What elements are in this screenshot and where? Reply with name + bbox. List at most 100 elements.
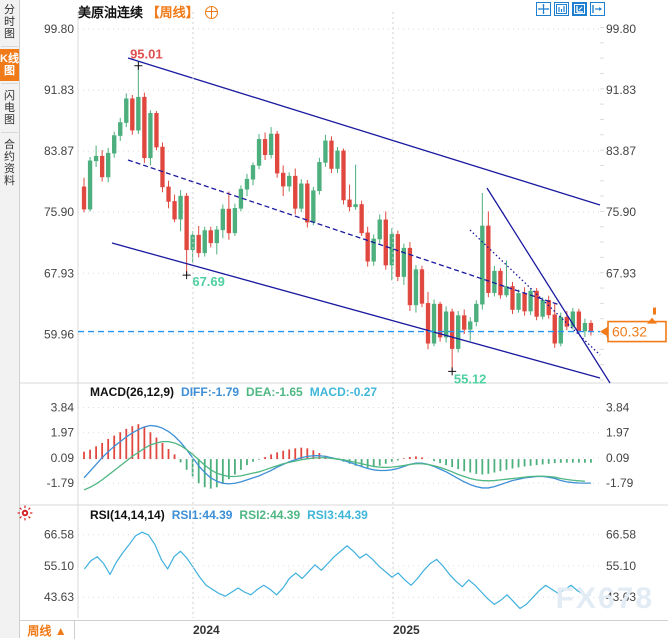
candle-body[interactable] (395, 234, 401, 277)
trendline-upper-channel-mid[interactable] (127, 159, 561, 306)
candle-body[interactable] (371, 238, 376, 262)
candle-body[interactable] (353, 204, 358, 208)
candle-body[interactable] (546, 300, 551, 316)
candle-body[interactable] (274, 133, 280, 174)
candle-body[interactable] (504, 286, 509, 296)
period-label: 【周线】 (146, 5, 199, 20)
candle-body[interactable] (293, 175, 298, 209)
sidebar-item-shandian[interactable]: 闪电图 (0, 86, 19, 130)
candle-body[interactable] (425, 303, 431, 344)
candle-body[interactable] (383, 219, 388, 266)
candle-body[interactable] (81, 186, 87, 210)
price-y-tick-left: 67.93 (44, 266, 74, 280)
candle-body[interactable] (443, 311, 449, 338)
last-price-box[interactable] (607, 320, 667, 343)
candle-body[interactable] (99, 155, 105, 178)
candle-body[interactable] (341, 150, 346, 201)
period-toggle[interactable]: 周线 ▲ (27, 624, 67, 638)
candle-body[interactable] (262, 139, 268, 156)
candle-body[interactable] (498, 270, 503, 296)
candle-body[interactable] (93, 155, 99, 162)
candle-body[interactable] (281, 172, 286, 187)
candle-body[interactable] (178, 195, 183, 220)
candle-body[interactable] (419, 269, 425, 304)
candle-body[interactable] (377, 219, 382, 240)
candle-body[interactable] (588, 322, 594, 332)
trendline-lower-channel[interactable] (111, 242, 601, 379)
candle-body[interactable] (154, 113, 159, 148)
settings-sun-icon[interactable] (16, 504, 34, 522)
candle-body[interactable] (540, 300, 545, 317)
candle-body[interactable] (534, 290, 539, 317)
candle-body[interactable] (576, 311, 582, 332)
sidebar-item-fenshi[interactable]: 分时图 (0, 0, 19, 44)
candle-body[interactable] (232, 208, 238, 234)
candle-body[interactable] (142, 96, 147, 159)
measure-icon[interactable] (554, 2, 569, 16)
candle-body[interactable] (323, 140, 328, 163)
candle-body[interactable] (305, 183, 310, 223)
candle-body[interactable] (570, 311, 576, 327)
candle-body[interactable] (136, 96, 141, 131)
candle-body[interactable] (359, 204, 364, 234)
move-cross-icon[interactable] (536, 2, 551, 16)
candle-body[interactable] (250, 165, 256, 180)
candle-body[interactable] (413, 269, 419, 306)
candle-body[interactable] (516, 293, 521, 310)
candle-body[interactable] (510, 286, 515, 310)
sidebar-item-heyue[interactable]: 合约资料 (0, 135, 19, 191)
candle-body[interactable] (112, 135, 117, 154)
candle-body[interactable] (256, 139, 262, 166)
candle-body[interactable] (449, 311, 455, 349)
candle-body[interactable] (172, 201, 177, 220)
candle-body[interactable] (287, 175, 292, 187)
candle-body[interactable] (437, 303, 443, 338)
chart-toolbar (536, 2, 605, 16)
candle-body[interactable] (311, 190, 316, 223)
candle-body[interactable] (528, 290, 533, 312)
trendline-upper-channel-top[interactable] (127, 57, 601, 206)
candle-body[interactable] (365, 232, 370, 262)
sidebar-item-kline[interactable]: K线图 (0, 49, 19, 81)
candle-body[interactable] (220, 208, 226, 231)
zoom-fit-icon[interactable] (572, 2, 587, 16)
candle-body[interactable] (214, 229, 219, 244)
candle-body[interactable] (160, 146, 165, 188)
candle-body[interactable] (208, 230, 213, 244)
candle-body[interactable] (558, 316, 563, 344)
candle-body[interactable] (124, 98, 129, 123)
candle-body[interactable] (299, 183, 304, 209)
candle-body[interactable] (347, 199, 352, 208)
candle-body[interactable] (480, 225, 485, 305)
expand-right-icon[interactable] (590, 2, 605, 16)
candle-body[interactable] (166, 186, 171, 202)
candle-body[interactable] (329, 140, 334, 169)
candle-body[interactable] (468, 321, 473, 330)
candle-body[interactable] (148, 113, 153, 159)
candle-body[interactable] (130, 98, 135, 131)
candle-body[interactable] (474, 303, 479, 323)
candle-body[interactable] (268, 133, 274, 156)
candle-body[interactable] (522, 293, 527, 312)
candle-body[interactable] (202, 230, 207, 254)
candle-body[interactable] (106, 152, 111, 178)
candle-body[interactable] (244, 178, 250, 190)
x-tick-2025: 2025 (393, 623, 420, 637)
candle-body[interactable] (552, 314, 557, 344)
candle-body[interactable] (118, 122, 123, 136)
candle-body[interactable] (407, 247, 413, 306)
candle-body[interactable] (196, 234, 201, 254)
candle-body[interactable] (335, 150, 340, 169)
candle-body[interactable] (431, 303, 437, 344)
candle-body[interactable] (486, 225, 491, 293)
candle-body[interactable] (87, 160, 93, 210)
candle-body[interactable] (184, 195, 189, 251)
candle-body[interactable] (226, 208, 232, 234)
candle-body[interactable] (317, 162, 322, 192)
candle-body[interactable] (582, 322, 588, 332)
candle-body[interactable] (462, 315, 467, 330)
candle-body[interactable] (401, 247, 407, 277)
trendline-down-wedge-top[interactable] (486, 187, 611, 384)
crosshair-icon[interactable] (205, 6, 219, 19)
